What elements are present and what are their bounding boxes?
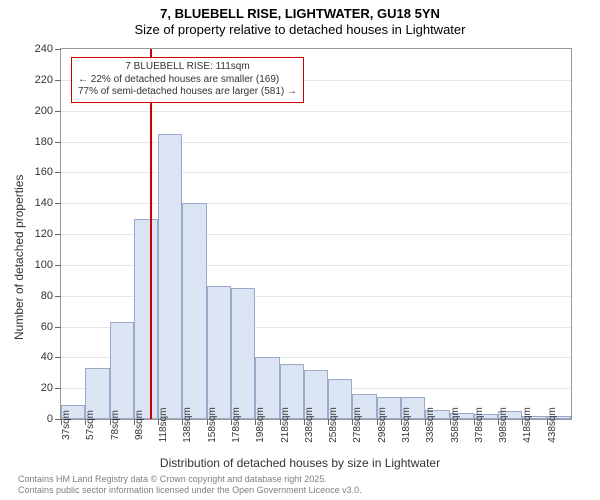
- y-tick: [55, 49, 61, 50]
- plot-area: 02040608010012014016018020022024037sqm57…: [60, 48, 572, 420]
- reference-line: [150, 49, 152, 419]
- y-tick-label: 200: [35, 105, 53, 117]
- y-tick-label: 220: [35, 74, 53, 86]
- y-tick-label: 20: [41, 382, 53, 394]
- y-tick-label: 60: [41, 321, 53, 333]
- x-tick-label: 378sqm: [474, 407, 485, 443]
- annotation-line3: 77% of semi-detached houses are larger (…: [78, 86, 297, 99]
- x-tick-label: 78sqm: [110, 410, 121, 440]
- chart-container: 7, BLUEBELL RISE, LIGHTWATER, GU18 5YN S…: [0, 0, 600, 500]
- histogram-bar: [110, 322, 134, 419]
- x-tick-label: 138sqm: [182, 407, 193, 443]
- y-tick-label: 80: [41, 290, 53, 302]
- x-tick-label: 338sqm: [425, 407, 436, 443]
- y-tick: [55, 142, 61, 143]
- histogram-bar: [182, 203, 206, 419]
- y-tick: [55, 388, 61, 389]
- title-block: 7, BLUEBELL RISE, LIGHTWATER, GU18 5YN S…: [0, 0, 600, 37]
- x-tick-label: 118sqm: [158, 408, 169, 443]
- x-tick-label: 278sqm: [352, 407, 363, 443]
- y-tick-label: 0: [47, 413, 53, 425]
- y-tick: [55, 327, 61, 328]
- footer-line1: Contains HM Land Registry data © Crown c…: [18, 474, 362, 485]
- y-tick: [55, 234, 61, 235]
- title-line2: Size of property relative to detached ho…: [0, 22, 600, 37]
- y-tick: [55, 111, 61, 112]
- y-tick: [55, 357, 61, 358]
- annotation-line1: 7 BLUEBELL RISE: 111sqm: [78, 61, 297, 74]
- x-tick-label: 438sqm: [547, 407, 558, 443]
- annotation-line2: ← 22% of detached houses are smaller (16…: [78, 74, 297, 87]
- x-tick-label: 318sqm: [401, 407, 412, 443]
- x-tick-label: 37sqm: [61, 410, 72, 440]
- y-tick: [55, 296, 61, 297]
- y-tick-label: 160: [35, 166, 53, 178]
- x-tick-label: 218sqm: [280, 407, 291, 443]
- x-tick-label: 238sqm: [304, 407, 315, 443]
- y-tick-label: 240: [35, 43, 53, 55]
- x-tick-label: 398sqm: [498, 407, 509, 443]
- x-tick-label: 298sqm: [377, 407, 388, 443]
- footer-line2: Contains public sector information licen…: [18, 485, 362, 496]
- y-tick-label: 120: [35, 228, 53, 240]
- footer: Contains HM Land Registry data © Crown c…: [18, 474, 362, 496]
- x-tick-label: 358sqm: [450, 407, 461, 443]
- y-tick-label: 100: [35, 259, 53, 271]
- histogram-bar: [158, 134, 182, 419]
- x-tick-label: 258sqm: [328, 407, 339, 443]
- grid-line: [61, 172, 571, 173]
- y-tick: [55, 203, 61, 204]
- x-axis-title: Distribution of detached houses by size …: [0, 456, 600, 470]
- x-tick-label: 98sqm: [134, 410, 145, 440]
- x-tick-label: 198sqm: [255, 407, 266, 443]
- x-tick-label: 158sqm: [207, 407, 218, 443]
- grid-line: [61, 111, 571, 112]
- y-tick: [55, 80, 61, 81]
- histogram-bar: [231, 288, 255, 419]
- y-tick-label: 40: [41, 351, 53, 363]
- grid-line: [61, 203, 571, 204]
- title-line1: 7, BLUEBELL RISE, LIGHTWATER, GU18 5YN: [0, 6, 600, 21]
- x-tick-label: 57sqm: [85, 410, 96, 440]
- x-tick-label: 418sqm: [522, 407, 533, 443]
- y-tick-label: 140: [35, 197, 53, 209]
- annotation-box: 7 BLUEBELL RISE: 111sqm ← 22% of detache…: [71, 57, 304, 103]
- grid-line: [61, 142, 571, 143]
- histogram-bar: [207, 286, 231, 419]
- x-tick-label: 178sqm: [231, 407, 242, 443]
- y-axis-title: Number of detached properties: [12, 175, 26, 340]
- histogram-bar: [134, 219, 158, 419]
- y-tick: [55, 265, 61, 266]
- y-tick: [55, 172, 61, 173]
- y-tick-label: 180: [35, 136, 53, 148]
